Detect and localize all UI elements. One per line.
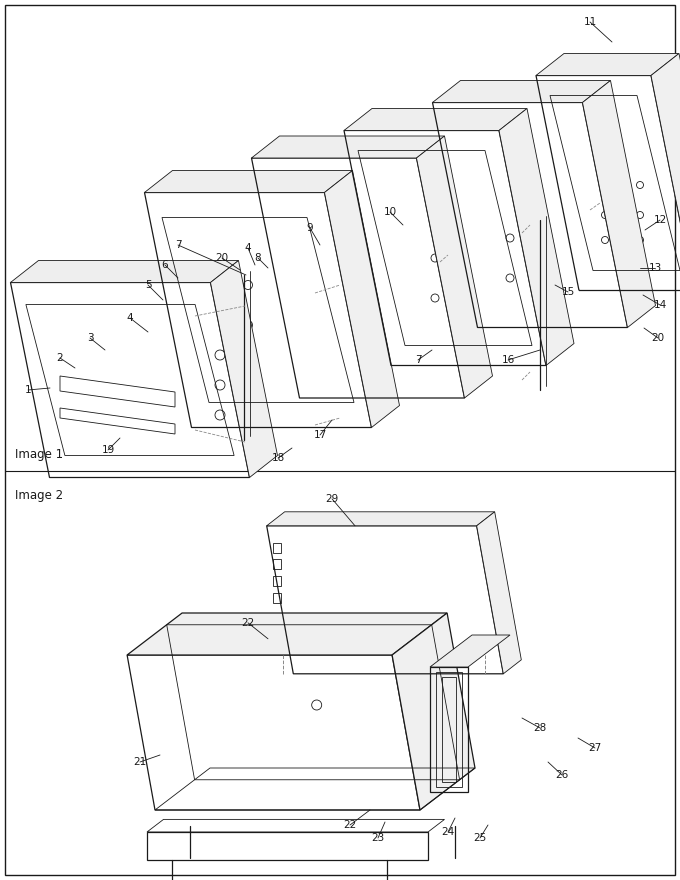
Polygon shape xyxy=(392,613,475,810)
Text: 15: 15 xyxy=(562,287,575,297)
Text: 3: 3 xyxy=(86,333,93,343)
Polygon shape xyxy=(432,80,611,102)
Text: 9: 9 xyxy=(307,223,313,233)
Text: 26: 26 xyxy=(556,770,568,780)
Text: 13: 13 xyxy=(648,263,662,273)
Polygon shape xyxy=(10,260,239,282)
Text: 5: 5 xyxy=(145,280,152,290)
Text: 25: 25 xyxy=(473,833,487,843)
Text: 6: 6 xyxy=(162,260,169,270)
Text: Image 1: Image 1 xyxy=(15,448,63,461)
Polygon shape xyxy=(430,635,510,667)
Text: 19: 19 xyxy=(101,445,115,455)
Text: 4: 4 xyxy=(245,243,252,253)
Text: 2: 2 xyxy=(56,353,63,363)
Text: Image 2: Image 2 xyxy=(15,488,63,502)
Polygon shape xyxy=(416,136,492,398)
Polygon shape xyxy=(536,54,679,76)
Text: 4: 4 xyxy=(126,313,133,323)
Text: 21: 21 xyxy=(133,757,147,767)
Polygon shape xyxy=(211,260,277,478)
Polygon shape xyxy=(267,512,494,525)
Text: 27: 27 xyxy=(588,743,602,753)
Polygon shape xyxy=(651,54,680,290)
Text: 23: 23 xyxy=(371,833,385,843)
Text: 8: 8 xyxy=(255,253,261,263)
Text: 7: 7 xyxy=(415,355,422,365)
Text: 17: 17 xyxy=(313,430,326,440)
Text: 20: 20 xyxy=(651,333,664,343)
Text: 1: 1 xyxy=(24,385,31,395)
Polygon shape xyxy=(477,512,522,674)
Text: 12: 12 xyxy=(653,215,666,225)
Text: 22: 22 xyxy=(343,820,356,830)
Text: 22: 22 xyxy=(241,618,254,627)
Text: 24: 24 xyxy=(441,827,455,837)
Polygon shape xyxy=(499,108,574,365)
Text: 7: 7 xyxy=(175,240,182,250)
Text: 14: 14 xyxy=(653,300,666,310)
Polygon shape xyxy=(324,171,399,428)
Text: 20: 20 xyxy=(216,253,228,263)
Text: 10: 10 xyxy=(384,207,396,217)
Polygon shape xyxy=(583,80,656,327)
Text: 16: 16 xyxy=(501,355,515,365)
Text: 29: 29 xyxy=(325,494,339,503)
Polygon shape xyxy=(145,171,352,193)
Polygon shape xyxy=(252,136,445,158)
Text: 28: 28 xyxy=(533,723,547,733)
Polygon shape xyxy=(344,108,527,130)
Text: 11: 11 xyxy=(583,17,596,27)
Polygon shape xyxy=(127,613,447,655)
Text: 18: 18 xyxy=(271,453,285,463)
